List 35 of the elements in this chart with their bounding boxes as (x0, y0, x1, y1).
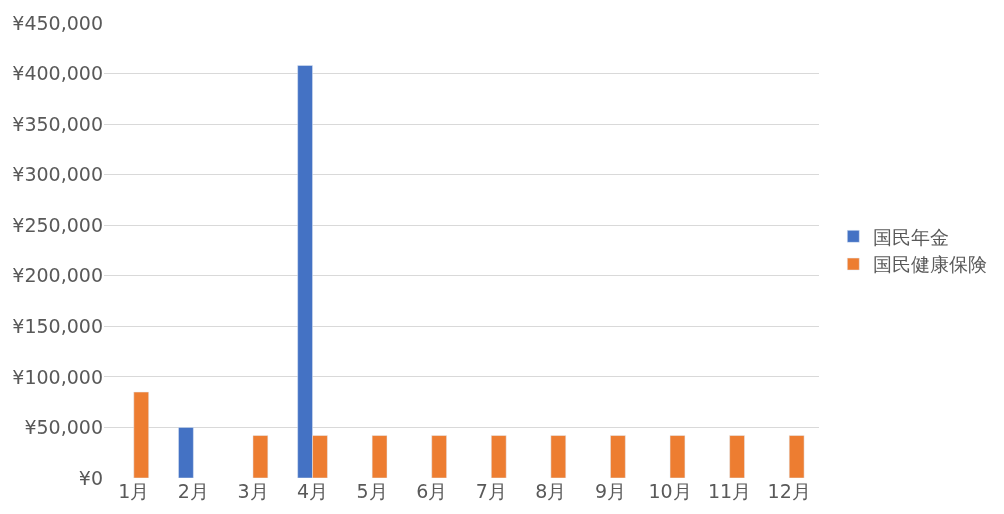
x-tick-label: 8月 (535, 480, 567, 502)
x-tick-label: 3月 (237, 480, 269, 502)
x-tick-label: 5月 (356, 480, 388, 502)
legend-label: 国民健康保険 (873, 253, 988, 276)
bar (371, 435, 388, 478)
y-tick-label: ¥400,000 (12, 62, 103, 85)
y-tick-label: ¥350,000 (12, 112, 103, 135)
y-tick-label: ¥50,000 (24, 416, 103, 439)
x-tick-label: 12月 (767, 480, 811, 502)
y-tick-label: ¥450,000 (12, 11, 103, 34)
x-tick-label: 4月 (296, 480, 329, 502)
bar (178, 427, 194, 478)
x-tick-label: 2月 (177, 480, 209, 502)
y-tick-label: ¥300,000 (12, 163, 103, 186)
y-tick-label: ¥250,000 (12, 213, 103, 236)
x-tick-label: 10月 (648, 480, 692, 502)
bar (669, 435, 686, 478)
x-tick-label: 7月 (475, 480, 507, 502)
x-tick-label: 6月 (416, 480, 448, 502)
bar (252, 435, 269, 478)
y-tick-label: ¥200,000 (12, 264, 103, 287)
bar (133, 391, 149, 478)
legend-label: 国民年金 (873, 225, 950, 248)
bar (729, 435, 745, 478)
x-tick-label: 11月 (708, 480, 752, 502)
bar (788, 435, 805, 478)
x-tick-label: 9月 (594, 480, 627, 502)
x-tick-label: 1月 (118, 480, 150, 502)
bar (610, 435, 626, 478)
y-tick-label: ¥150,000 (12, 314, 103, 337)
y-tick-label: ¥100,000 (12, 365, 103, 388)
bar (550, 435, 567, 478)
y-tick-label: ¥0 (78, 466, 103, 489)
bar (431, 435, 447, 478)
bar (491, 435, 507, 478)
